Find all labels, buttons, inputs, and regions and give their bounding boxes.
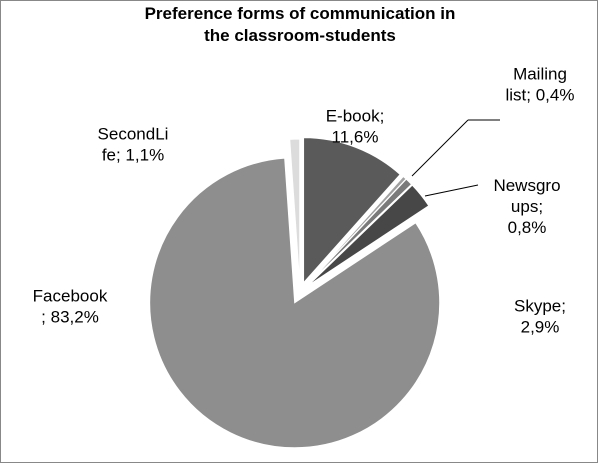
data-label: Mailing list; 0,4% <box>506 65 575 105</box>
pie-slice <box>306 178 413 286</box>
chart-title: Preference forms of communication in the … <box>145 4 456 45</box>
pie-slice <box>289 138 301 285</box>
data-label: Newsgro ups; 0,8% <box>493 176 560 237</box>
pie-slice <box>307 184 430 287</box>
leader-line <box>411 119 469 177</box>
leader-line <box>424 184 479 197</box>
data-label: E-book; 11,6% <box>326 107 385 147</box>
pie-slice <box>303 137 401 284</box>
data-label: Skype; 2,9% <box>514 297 566 337</box>
data-label: Facebook; 83,2% <box>33 287 108 327</box>
data-label: SecondLi fe; 1,1% <box>98 125 169 165</box>
pie-slice <box>149 157 441 449</box>
